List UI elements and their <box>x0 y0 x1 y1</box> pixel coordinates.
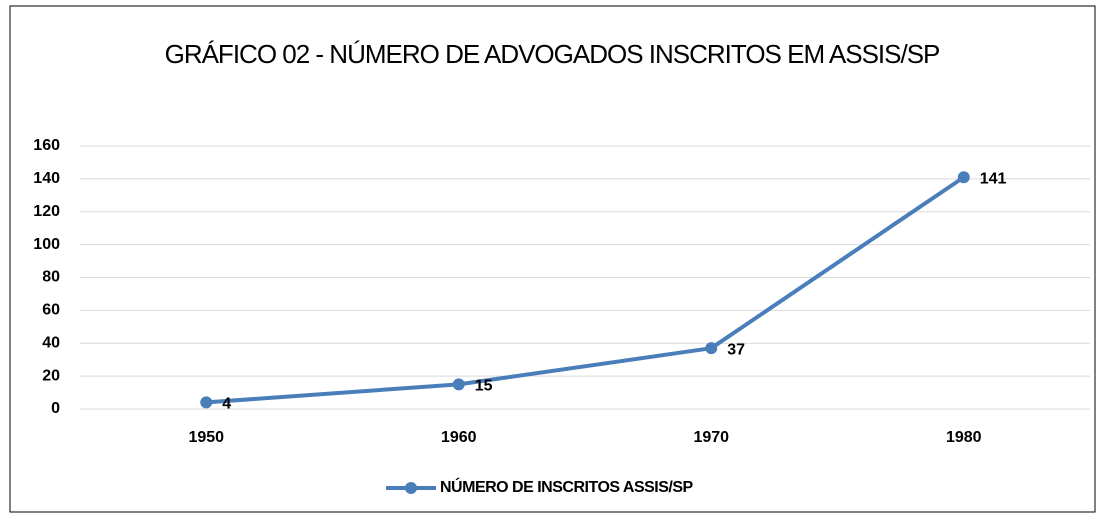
legend-label: NÚMERO DE INSCRITOS ASSIS/SP <box>440 477 694 496</box>
y-tick-label: 160 <box>33 137 60 154</box>
data-point <box>452 378 465 391</box>
data-label: 15 <box>475 378 493 395</box>
x-tick-label: 1980 <box>946 429 982 446</box>
x-tick-label: 1970 <box>693 429 729 446</box>
chart-border <box>9 5 1096 513</box>
series-line <box>206 175 965 405</box>
y-tick-label: 60 <box>42 302 60 319</box>
y-tick-label: 100 <box>33 236 60 253</box>
data-point <box>200 396 213 409</box>
x-tick-label: 1950 <box>188 429 224 446</box>
y-tick-label: 80 <box>42 269 60 286</box>
x-tick-label: 1960 <box>441 429 477 446</box>
legend-marker <box>405 482 417 494</box>
data-point <box>957 171 970 184</box>
data-point <box>705 342 718 355</box>
chart-title: GRÁFICO 02 - NÚMERO DE ADVOGADOS INSCRIT… <box>164 39 941 69</box>
y-tick-label: 0 <box>51 400 60 417</box>
y-tick-label: 20 <box>42 367 60 384</box>
data-label: 37 <box>727 341 745 358</box>
data-label: 4 <box>222 396 231 413</box>
y-tick-label: 140 <box>33 170 60 187</box>
y-tick-label: 40 <box>42 334 60 351</box>
y-tick-label: 120 <box>33 203 60 220</box>
data-label: 141 <box>980 170 1007 187</box>
